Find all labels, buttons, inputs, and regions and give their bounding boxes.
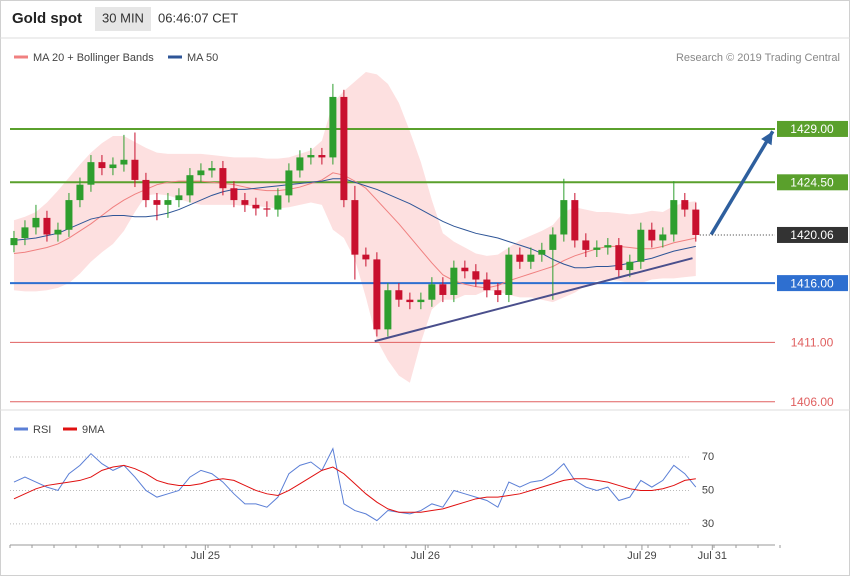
candle-body <box>626 261 634 271</box>
candle-body <box>197 170 205 176</box>
candle-body <box>560 200 568 235</box>
candle-body <box>98 162 106 169</box>
candle-body <box>648 229 656 241</box>
y-tick-label: 30 <box>702 518 714 530</box>
source: Research © 2019 Trading Central <box>676 52 840 64</box>
candle-body <box>329 96 337 158</box>
candle-body <box>186 175 194 196</box>
candle-body <box>208 168 216 171</box>
page-title: Gold spot <box>12 10 82 27</box>
candle-body <box>274 195 282 210</box>
candle-body <box>131 159 139 180</box>
candle-body <box>219 168 227 189</box>
last-price-label: 1420.06 <box>790 228 834 242</box>
candle-body <box>604 245 612 248</box>
candle-body <box>142 179 150 201</box>
candle-body <box>362 254 370 260</box>
candle-body <box>175 195 183 201</box>
candle-body <box>395 290 403 300</box>
candle-body <box>615 245 623 271</box>
candle-body <box>406 299 414 303</box>
candle-body <box>450 267 458 295</box>
candle-body <box>153 200 161 205</box>
legend-label: MA 50 <box>187 52 218 64</box>
level-label: 1411.00 <box>791 336 834 350</box>
candle-body <box>164 200 172 205</box>
candle-body <box>582 240 590 250</box>
interval-box <box>95 7 151 31</box>
trendline <box>374 257 693 343</box>
level-label: 1416.00 <box>790 276 834 290</box>
candle-body <box>87 162 95 185</box>
candle-body <box>65 200 73 230</box>
timestamp: 06:46:07 CET <box>158 10 238 25</box>
candle-body <box>681 200 689 210</box>
x-tick-label: Jul 26 <box>411 550 440 562</box>
candle-body <box>527 254 535 262</box>
candle-body <box>307 155 315 158</box>
candle-body <box>637 229 645 262</box>
candle-body <box>120 159 128 165</box>
ma50-line <box>13 178 696 269</box>
candle-body <box>439 284 447 295</box>
legend-label: 9MA <box>82 424 105 436</box>
last-price-box <box>777 226 848 243</box>
candle-body <box>461 267 469 272</box>
candle-body <box>76 184 84 201</box>
candle-body <box>263 208 271 210</box>
x-tick-label: Jul 29 <box>627 550 656 562</box>
legend-label: RSI <box>33 424 51 436</box>
candle-body <box>384 290 392 330</box>
candle-body <box>230 188 238 201</box>
candle-body <box>505 254 513 295</box>
candle-body <box>109 164 117 169</box>
candle-body <box>483 279 491 291</box>
x-tick-label: Jul 25 <box>191 550 220 562</box>
candle-body <box>494 290 502 295</box>
interval: 30 MIN <box>102 10 144 25</box>
candle-body <box>340 96 348 201</box>
level-label-box <box>777 174 848 191</box>
candle-body <box>43 217 51 235</box>
y-tick-label: 70 <box>702 451 714 463</box>
candle-body <box>516 254 524 262</box>
candle-body <box>296 157 304 171</box>
series-line <box>13 464 696 513</box>
candle-body <box>318 155 326 158</box>
ma20-line <box>13 172 696 289</box>
candle-body <box>10 238 18 246</box>
level-label: 1406.00 <box>790 395 834 409</box>
legend-label: MA 20 + Bollinger Bands <box>33 52 154 64</box>
candle-body <box>549 234 557 250</box>
arrow-head <box>761 131 773 146</box>
candle-body <box>659 234 667 241</box>
candle-body <box>32 217 40 228</box>
x-tick-label: Jul 31 <box>698 550 727 562</box>
candle-body <box>351 200 359 255</box>
forecast-arrow <box>709 130 775 236</box>
level-label: 1424.50 <box>790 175 834 189</box>
candle-body <box>428 284 436 300</box>
candle-body <box>252 204 260 209</box>
candle-body <box>241 200 249 205</box>
candle-body <box>21 227 29 239</box>
level-label-box <box>777 275 848 292</box>
candle-body <box>417 299 425 303</box>
candle-body <box>472 271 480 280</box>
level-label-box <box>777 120 848 137</box>
candle-body <box>692 209 700 235</box>
candle-body <box>571 200 579 241</box>
candle-body <box>373 259 381 330</box>
series-line <box>13 447 697 522</box>
level-label: 1429.00 <box>790 122 834 136</box>
candle-body <box>54 229 62 235</box>
y-tick-label: 50 <box>702 484 714 496</box>
candle-body <box>593 247 601 250</box>
candle-body <box>285 170 293 196</box>
candle-body <box>670 200 678 235</box>
candle-body <box>538 249 546 255</box>
